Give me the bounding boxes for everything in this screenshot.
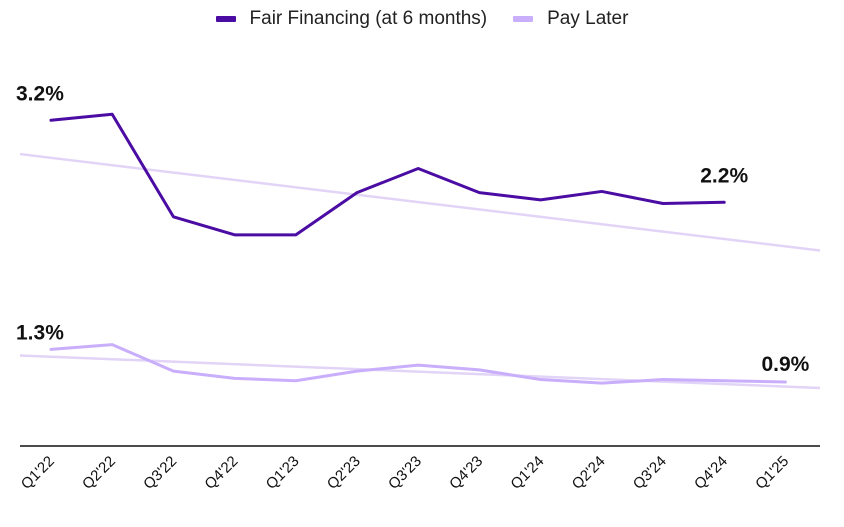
x-tick-label: Q3'24: [630, 453, 670, 493]
legend-swatch-pay-later: [513, 16, 534, 22]
trendline-pay-later: [19, 354, 821, 390]
data-label: 0.9%: [761, 353, 809, 376]
series-line-pay-later: [49, 343, 787, 385]
x-tick-label: Q3'22: [140, 453, 180, 493]
data-label: 2.2%: [700, 164, 748, 187]
x-tick-label: Q2'24: [569, 453, 609, 493]
x-tick-label: Q4'24: [691, 453, 731, 493]
legend: Fair Financing (at 6 months) Pay Later: [0, 8, 844, 30]
legend-swatch-fair-financing: [215, 16, 236, 22]
legend-item-pay-later: Pay Later: [513, 8, 628, 30]
legend-label-pay-later: Pay Later: [547, 8, 629, 29]
x-tick-label: Q2'22: [79, 453, 119, 493]
data-label: 1.3%: [16, 321, 64, 344]
x-tick-label: Q1'24: [507, 453, 547, 493]
x-tick-label: Q1'25: [752, 453, 792, 493]
series-line-fair-financing: [49, 112, 726, 237]
x-tick-label: Q2'23: [324, 453, 364, 493]
x-tick-label: Q4'22: [201, 453, 241, 493]
data-label: 3.2%: [16, 82, 64, 105]
legend-item-fair-financing: Fair Financing (at 6 months): [215, 8, 488, 30]
x-tick-label: Q3'23: [385, 453, 425, 493]
x-tick-label: Q1'23: [263, 453, 303, 493]
x-tick-label: Q1'22: [18, 453, 58, 493]
legend-label-fair-financing: Fair Financing (at 6 months): [249, 8, 488, 29]
trendline-fair-financing: [19, 152, 821, 252]
x-tick-label: Q4'23: [446, 453, 486, 493]
